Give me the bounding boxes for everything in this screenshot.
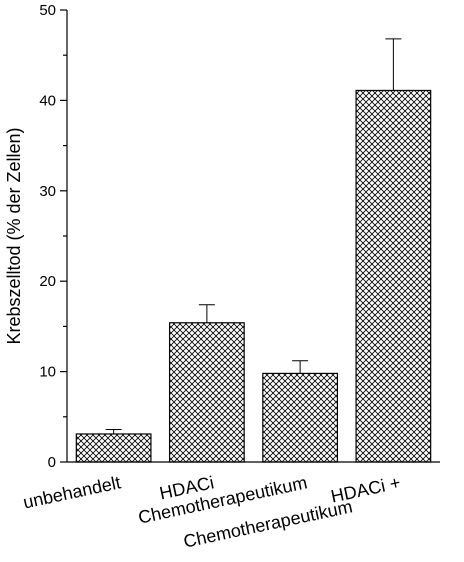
category-label: unbehandelt	[21, 472, 122, 512]
y-tick-label: 50	[39, 2, 56, 19]
y-tick-label: 0	[48, 454, 56, 471]
y-tick-label: 30	[39, 183, 56, 200]
y-tick-label: 20	[39, 273, 56, 290]
y-axis-title: Krebszelltod (% der Zellen)	[4, 127, 24, 344]
bar	[262, 372, 339, 463]
bar	[75, 433, 152, 463]
bars	[75, 38, 432, 463]
y-tick-label: 10	[39, 364, 56, 381]
bar	[355, 89, 432, 463]
bar	[168, 322, 245, 463]
y-tick-label: 40	[39, 92, 56, 109]
